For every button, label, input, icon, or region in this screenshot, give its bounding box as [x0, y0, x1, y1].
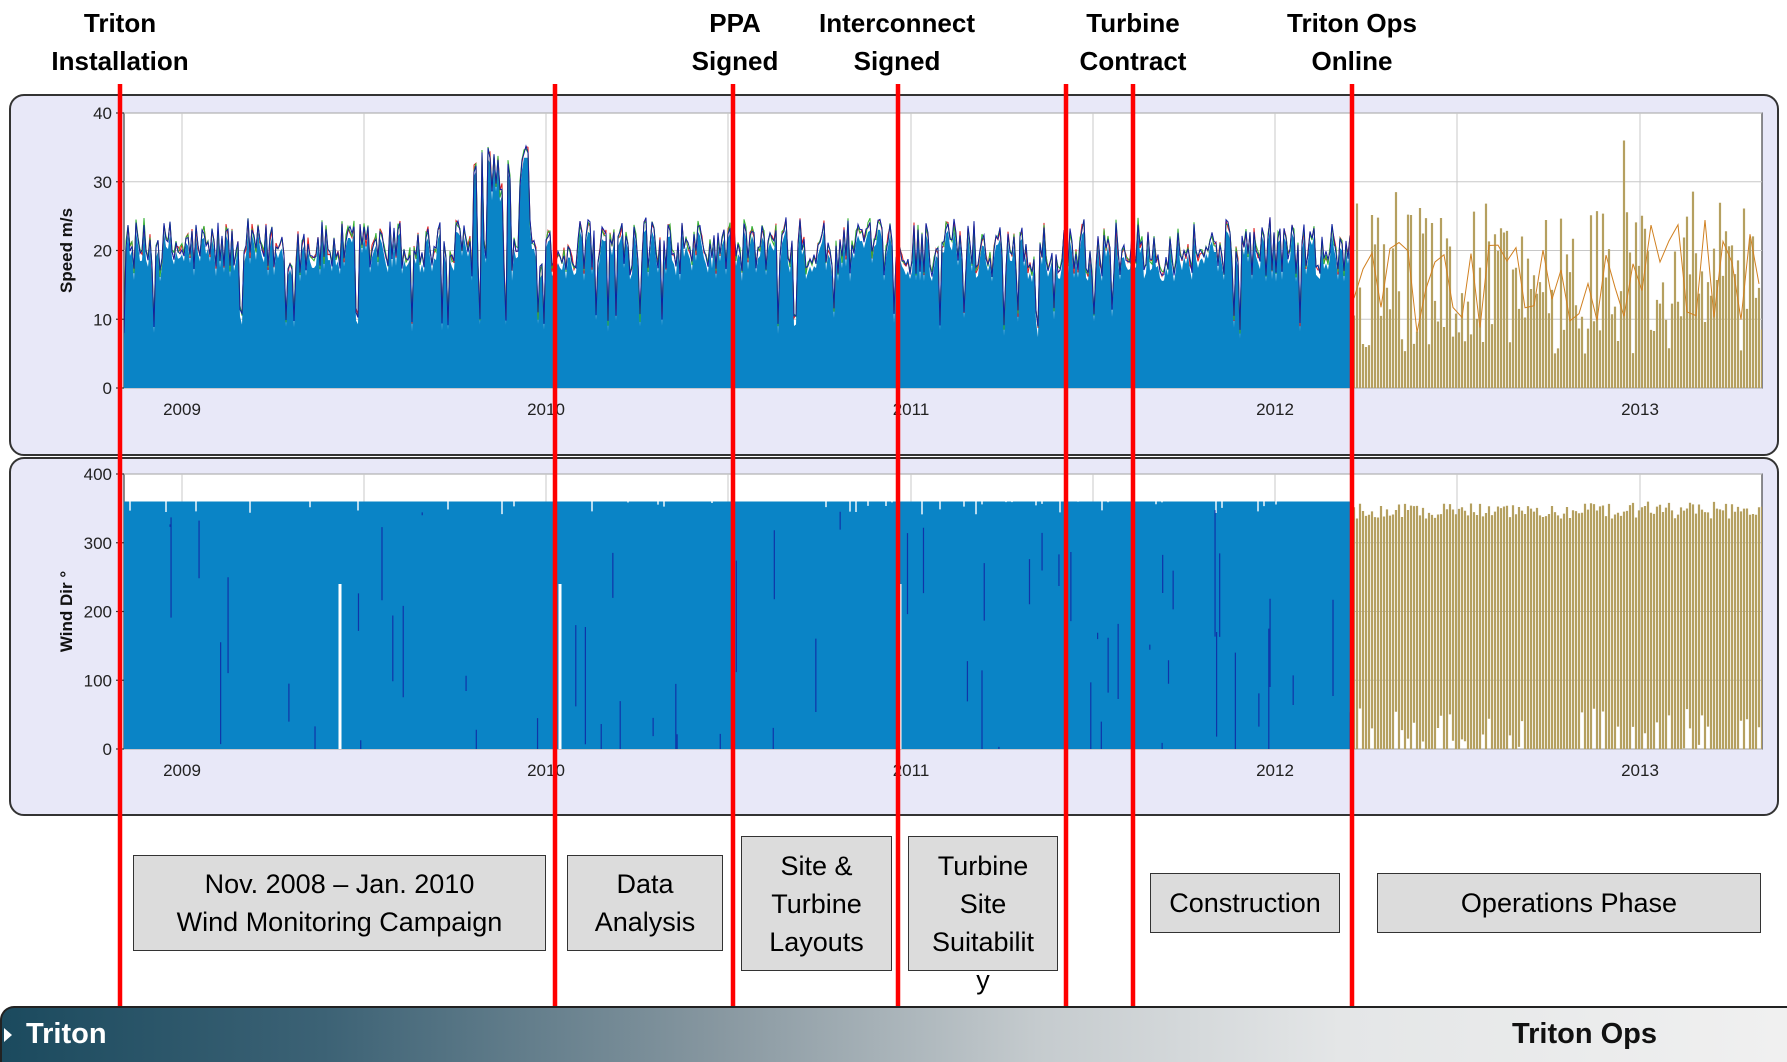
- y-tick-label: 0: [103, 379, 112, 398]
- phase-box-wind-monitoring: Nov. 2008 – Jan. 2010 Wind Monitoring Ca…: [133, 855, 546, 951]
- phase-box-site-turbine-layouts: Site & Turbine Layouts: [741, 836, 892, 971]
- phase-box-turbine-site-suitability: Turbine Site Suitabilit y: [908, 836, 1058, 995]
- milestone-label-triton-installation: Triton Installation: [51, 8, 189, 76]
- y-tick-label: 20: [93, 242, 112, 261]
- y-axis-label: Wind Dir °: [57, 571, 76, 652]
- x-tick-label: 2010: [527, 400, 565, 419]
- phase-box-data-analysis: Data Analysis: [567, 855, 723, 951]
- x-tick-label: 2009: [163, 400, 201, 419]
- milestone-label-interconnect-signed: Interconnect Signed: [818, 8, 976, 76]
- y-axis-label: Speed m/s: [57, 208, 76, 293]
- x-tick-label: 2011: [893, 400, 930, 419]
- y-tick-label: 100: [84, 671, 112, 690]
- series-group: [124, 140, 1762, 388]
- y-tick-label: 10: [93, 310, 112, 329]
- x-tick-label: 2013: [1621, 400, 1659, 419]
- y-tick-label: 40: [93, 104, 112, 123]
- x-tick-label: 2012: [1256, 400, 1294, 419]
- x-tick-label: 2009: [163, 761, 201, 780]
- series-monitoring-streaks: [169, 510, 1351, 749]
- chart-panel-speed: 0 10 20 30 40 2009 2010 2011 2012 2013 Speed m/s: [9, 94, 1779, 456]
- footer-right-label: Triton Ops: [1512, 1018, 1657, 1050]
- series-monitoring-fill: [124, 501, 1352, 749]
- chart-svg: 0 10 20 30 40 2009 2010 2011 2012 2013 Speed m/s 0 1…: [9, 84, 1779, 1006]
- x-tick-label: 2011: [893, 761, 930, 780]
- y-tick-label: 0: [103, 740, 112, 759]
- series-monitoring-fill: [124, 157, 1352, 388]
- chart-panel-direction: 0 100 200 300 400 2009 2010 2011 2012 2013 Wind Di…: [9, 457, 1779, 816]
- x-tick-label: 2010: [527, 761, 565, 780]
- milestone-label-turbine-contract: Turbine Contract: [1079, 8, 1187, 76]
- milestone-label-ppa-signed: PPA Signed: [691, 8, 779, 76]
- y-tick-label: 30: [93, 173, 112, 192]
- series-monitoring-edge-2: [124, 144, 1353, 333]
- phase-box-operations: Operations Phase: [1377, 873, 1761, 933]
- y-tick-label: 300: [84, 534, 112, 553]
- x-tick-label: 2012: [1256, 761, 1294, 780]
- footer-bar: Triton Triton Ops: [0, 1006, 1787, 1062]
- y-tick-label: 400: [84, 465, 112, 484]
- x-tick-label: 2013: [1621, 761, 1659, 780]
- y-tick-label: 200: [84, 603, 112, 622]
- series-operations-edge: [1353, 219, 1760, 333]
- phase-box-construction: Construction: [1150, 873, 1340, 933]
- footer-left-label: Triton: [26, 1018, 107, 1050]
- milestone-label-triton-ops-online: Triton Ops Online: [1287, 8, 1417, 76]
- series-group: [124, 501, 1762, 749]
- footer-arrow-icon: [4, 1028, 12, 1042]
- series-monitoring-gaps: [129, 501, 1277, 515]
